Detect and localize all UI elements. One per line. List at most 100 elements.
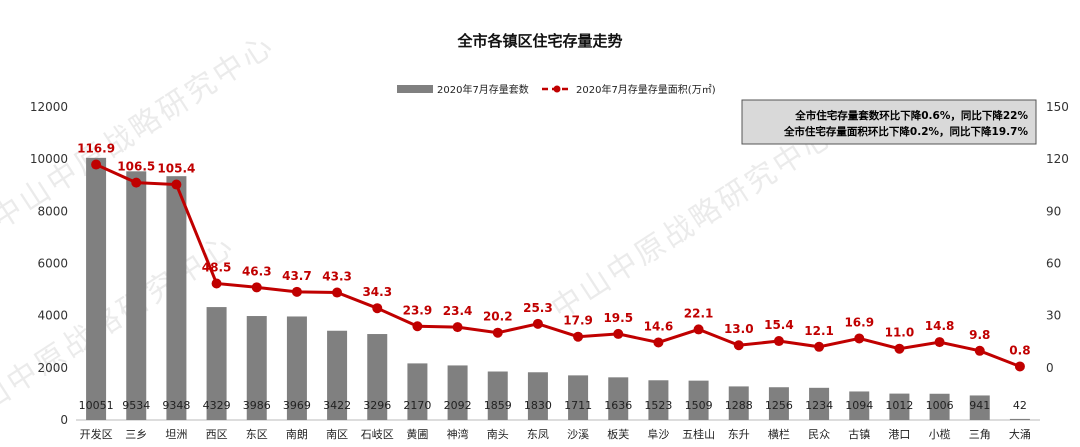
category-label: 神湾 [447,427,469,441]
bar [648,380,669,420]
line-point [372,303,383,314]
line-point [653,337,664,348]
right-axis-tick: 90 [1046,204,1061,218]
line-point [1014,361,1025,372]
annotation-background [741,99,1037,145]
bar [768,387,789,420]
bar [86,157,107,420]
right-axis: 0 30 60 90 120 150 [1046,100,1069,375]
legend-line-label: 2020年7月存量存量面积(万㎡) [576,83,716,96]
line-value-label: 19.5 [603,311,633,325]
category-label: 西区 [206,428,228,441]
bar-value-label: 1288 [725,399,753,412]
bar [1009,418,1030,420]
left-axis-tick: 8000 [37,204,68,218]
bar-value-labels: 10051 9534 9348 4329 3986 3969 3422 3296 2170 209… [79,399,1027,412]
category-label: 小榄 [929,428,951,441]
line-point [492,327,503,338]
line-value-label: 9.8 [969,328,990,342]
chart-title: 全市各镇区住宅存量走势 [456,32,622,50]
category-label: 东升 [728,428,750,441]
line-value-label: 25.3 [523,301,553,315]
annotation-box: 全市住宅存量套数环比下降0.6%，同比下降22% 全市住宅存量面积环比下降0.2… [741,99,1037,145]
legend: 2020年7月存量套数 2020年7月存量存量面积(万㎡) [397,83,716,96]
line-point [171,179,182,190]
line-value-label: 105.4 [157,162,195,176]
bar-value-label: 4329 [203,399,231,412]
bar [889,393,910,420]
bar [407,363,428,420]
bar-value-label: 3986 [243,399,271,412]
line-point [412,321,423,332]
category-label: 沙溪 [567,428,589,441]
line-value-label: 14.6 [644,319,674,333]
category-label: 黄圃 [406,427,428,441]
line-point [773,336,784,347]
legend-line-marker [553,85,561,93]
legend-bar-label: 2020年7月存量套数 [437,83,529,96]
bar [527,372,548,420]
bar-value-label: 1711 [564,399,592,412]
bar [286,316,307,420]
annotation-line-2: 全市住宅存量面积环比下降0.2%，同比下降19.7% [783,125,1029,138]
bar-value-label: 1256 [765,399,793,412]
line-value-label: 16.9 [844,315,874,329]
line-value-label: 116.9 [77,142,115,156]
line-value-label: 15.4 [764,318,794,332]
bar [166,176,187,420]
bar-value-label: 9534 [122,399,150,412]
bar-value-label: 2170 [403,399,431,412]
line-value-label: 43.3 [322,270,352,284]
left-axis-tick: 2000 [37,361,68,375]
line-point [452,322,463,333]
category-label: 民众 [808,428,830,441]
line-value-label: 14.8 [925,319,955,333]
bar [809,387,830,420]
bar [688,380,709,420]
line-value-label: 48.5 [202,260,232,274]
line-point [573,331,584,342]
line-point [894,343,905,354]
line-value-label: 46.3 [242,264,272,278]
line-point [934,337,945,348]
legend-bar-swatch [397,85,433,93]
category-label: 港口 [888,428,910,441]
bar [126,171,147,420]
left-axis-tick: 10000 [30,152,68,166]
bar-value-label: 1509 [685,399,713,412]
category-label: 古镇 [848,427,870,441]
bar [969,395,990,420]
bar-series [86,157,1030,420]
left-axis: 0 2000 4000 6000 8000 10000 12000 [30,100,68,427]
line-point [532,318,543,329]
bar-value-label: 3422 [323,399,351,412]
bar-value-label: 1006 [926,399,954,412]
line-point [733,340,744,351]
bar [608,377,629,420]
line-value-label: 43.7 [282,269,312,283]
left-axis-tick: 12000 [30,100,68,114]
line-value-label: 22.1 [684,306,714,320]
right-axis-tick: 150 [1046,100,1069,114]
category-label: 五桂山 [682,427,715,441]
line-point [211,278,222,289]
line-point [251,282,262,293]
category-label: 南朗 [286,428,308,441]
line-value-label: 17.9 [563,314,593,328]
bar-value-label: 2092 [444,399,472,412]
bar [728,386,749,420]
category-label: 石岐区 [361,428,394,441]
category-label: 南区 [326,428,348,441]
category-label: 阜沙 [647,428,669,441]
right-axis-tick: 30 [1046,309,1061,323]
line-point [613,328,624,339]
bar-value-label: 10051 [79,399,114,412]
category-labels: 开发区 三乡 坦洲 西区 东区 南朗 南区 石岐区 黄圃 神湾 南头 东凤 沙溪 板芙 阜沙 五桂山 东升 横栏 民… [80,427,1031,441]
line-path [95,163,1021,368]
bar-value-label: 1830 [524,399,552,412]
category-label: 坦洲 [165,427,187,441]
line-value-label: 106.5 [117,160,155,174]
line-value-label: 23.9 [403,303,433,317]
